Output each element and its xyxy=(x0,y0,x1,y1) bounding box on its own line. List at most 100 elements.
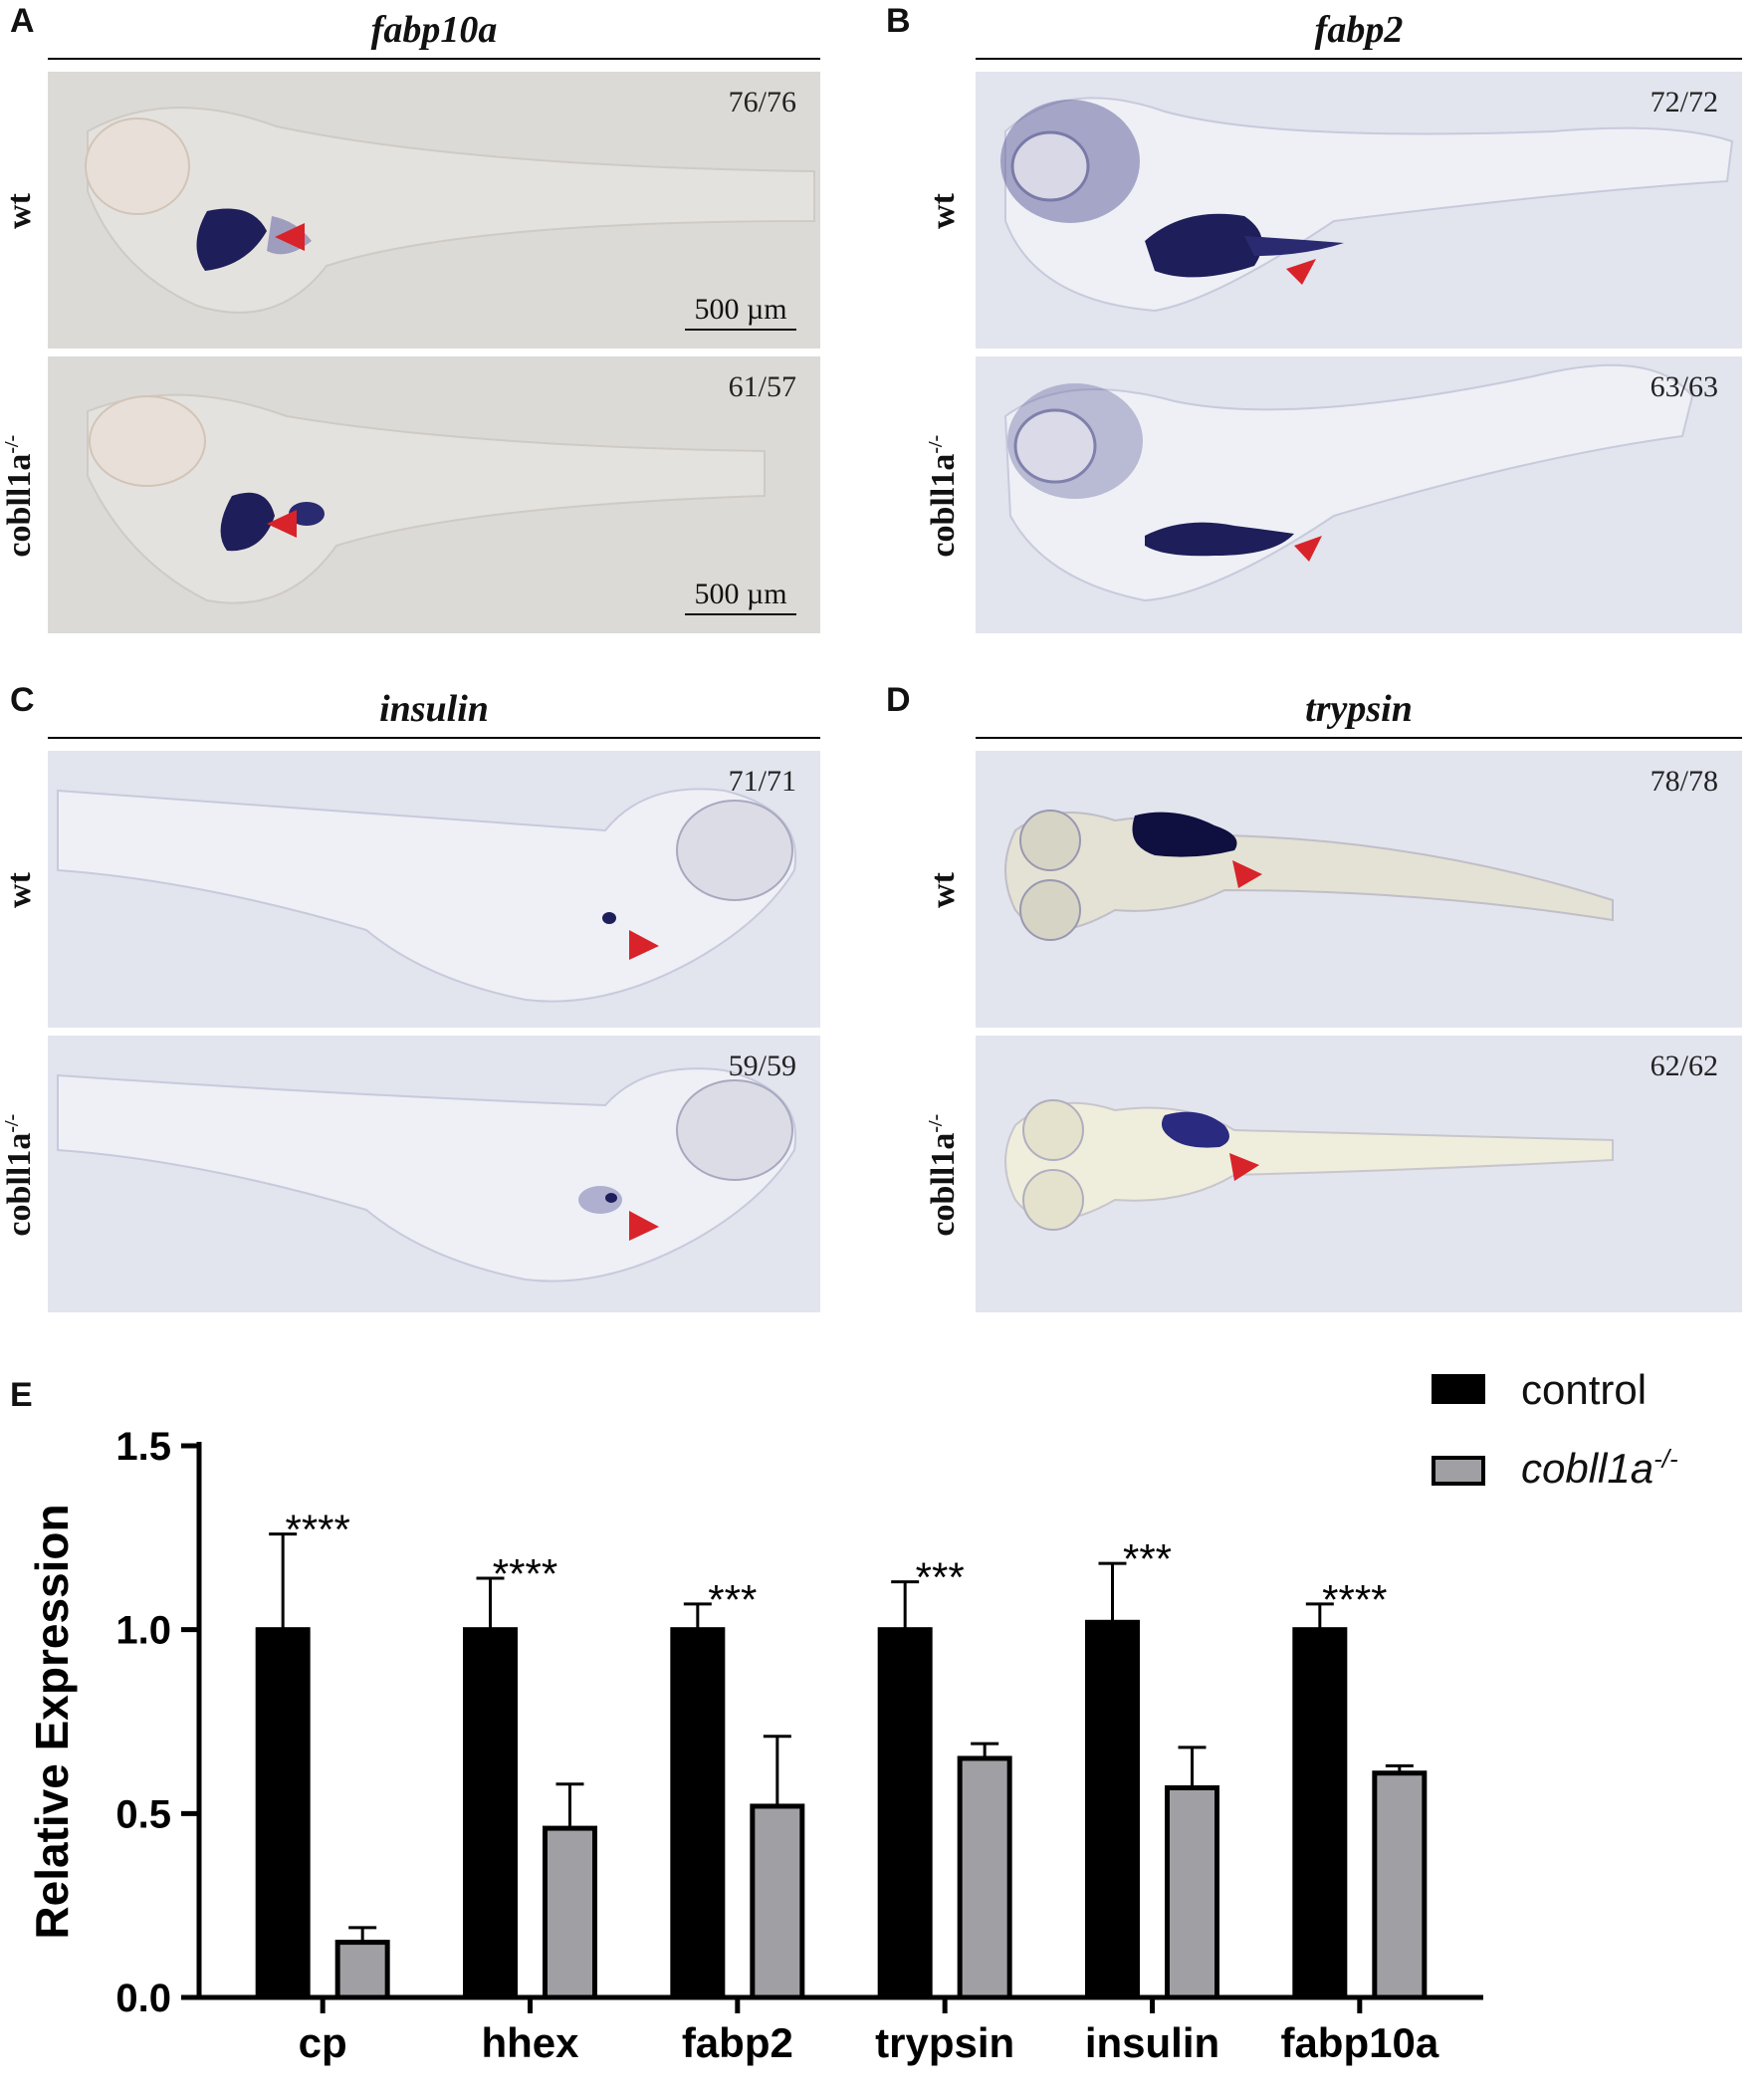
bar-fabp2-mutant xyxy=(750,1803,805,2000)
significance-insulin: *** xyxy=(1123,1535,1172,1582)
x-tick-label-fabp2: fabp2 xyxy=(682,2019,793,2066)
panel-letter-c: C xyxy=(10,681,35,719)
title-rule-a xyxy=(48,58,820,60)
image-c-wt: 71/71 xyxy=(48,751,820,1028)
larva-a-wt xyxy=(85,107,815,314)
row-label-mut-b-sup: -/- xyxy=(924,434,947,454)
y-tick-label-3: 1.5 xyxy=(115,1425,171,1469)
significance-fabp2: *** xyxy=(708,1576,757,1623)
larva-a-mut xyxy=(87,393,766,604)
count-a-mut: 61/57 xyxy=(728,370,796,403)
count-b-wt: 72/72 xyxy=(1650,86,1718,118)
bar-trypsin-control xyxy=(877,1627,933,2000)
legend-label-mutant: cobll1a-/- xyxy=(1521,1444,1678,1493)
x-tick-label-hhex: hhex xyxy=(481,2019,579,2066)
row-label-mut-d-sup: -/- xyxy=(924,1113,947,1133)
y-tick-label-1: 0.5 xyxy=(115,1792,171,1836)
arrowhead-b-wt xyxy=(1286,259,1316,285)
scalebar-label-a-wt: 500 µm xyxy=(694,293,787,326)
image-b-mut: 63/63 xyxy=(976,356,1742,633)
legend-label-control: control xyxy=(1521,1366,1648,1413)
arrowhead-b-mut xyxy=(1294,536,1322,562)
significance-hhex: **** xyxy=(493,1550,557,1597)
panel-letter-a: A xyxy=(10,2,35,40)
title-rule-b xyxy=(976,58,1742,60)
x-tick-label-cp: cp xyxy=(299,2019,347,2066)
relative-expression-chart: 0.0 0.5 1.0 1.5 Relative Expression **** cp ***… xyxy=(26,1425,1483,2066)
image-a-mut: 61/57 500 µm xyxy=(48,356,820,633)
row-label-wt-a: wt xyxy=(1,193,38,229)
row-label-mut-a-sup: -/- xyxy=(0,434,23,454)
bar-hhex-control xyxy=(463,1627,518,2000)
row-label-mut-c: cobll1a-/- xyxy=(1,1075,39,1275)
y-axis-label: Relative Expression xyxy=(26,1504,78,1939)
count-c-mut: 59/59 xyxy=(728,1050,796,1082)
larva-b-mut xyxy=(1003,363,1694,602)
panel-title-fabp2: fabp2 xyxy=(1314,9,1404,51)
legend-swatch-mutant xyxy=(1432,1456,1485,1486)
significance-cp: **** xyxy=(285,1507,349,1553)
bar-cp-control xyxy=(255,1627,311,2000)
y-tick-label-0: 0.0 xyxy=(115,1977,171,2020)
x-tick-label-insulin: insulin xyxy=(1085,2019,1219,2066)
bar-fabp2-control xyxy=(670,1627,726,2000)
count-c-wt: 71/71 xyxy=(728,765,796,798)
scalebar-label-a-mut: 500 µm xyxy=(694,578,787,610)
bar-cp-mutant xyxy=(334,1940,390,2000)
legend-swatch-control xyxy=(1432,1374,1485,1404)
row-label-mut-b-base: cobll1a xyxy=(925,453,963,558)
row-label-wt-c: wt xyxy=(1,872,38,908)
row-label-mut-c-base: cobll1a xyxy=(1,1132,39,1237)
panel-letter-d: D xyxy=(886,681,911,719)
arrowhead-c-wt xyxy=(629,930,659,960)
count-d-wt: 78/78 xyxy=(1650,765,1718,798)
x-tick-label-fabp10a: fabp10a xyxy=(1280,2019,1438,2066)
count-a-wt: 76/76 xyxy=(728,86,796,118)
image-c-mut: 59/59 xyxy=(48,1036,820,1312)
legend-label-mutant-base: cobll1a xyxy=(1521,1445,1654,1492)
y-tick-label-2: 1.0 xyxy=(115,1609,171,1653)
image-d-wt: 78/78 xyxy=(976,751,1742,1028)
bar-hhex-mutant xyxy=(543,1825,597,2000)
panel-title-insulin: insulin xyxy=(379,688,489,730)
bar-fabp10a-control xyxy=(1292,1627,1348,2000)
scalebar-line-a-wt xyxy=(685,329,796,331)
panel-title-trypsin: trypsin xyxy=(1305,688,1413,730)
title-rule-c xyxy=(48,737,820,739)
image-a-wt: 76/76 500 µm xyxy=(48,72,820,349)
row-label-wt-d: wt xyxy=(925,872,962,908)
larva-b-wt xyxy=(1000,97,1734,313)
bar-trypsin-mutant xyxy=(957,1755,1012,2000)
count-d-mut: 62/62 xyxy=(1650,1050,1718,1082)
scalebar-a-mut: 500 µm xyxy=(685,578,796,615)
bar-fabp10a-mutant xyxy=(1372,1770,1428,2000)
panel-letter-e: E xyxy=(10,1376,33,1414)
bar-insulin-mutant xyxy=(1165,1784,1219,2000)
arrowhead-a-mut xyxy=(267,510,297,538)
scalebar-a-wt: 500 µm xyxy=(685,293,796,331)
significance-fabp10a: **** xyxy=(1322,1576,1387,1623)
panel-letter-b: B xyxy=(886,2,911,40)
arrowhead-d-mut xyxy=(1229,1153,1259,1181)
significance-trypsin: *** xyxy=(916,1554,965,1601)
bar-insulin-control xyxy=(1085,1619,1140,2000)
arrowhead-a-wt xyxy=(275,223,305,251)
image-b-wt: 72/72 xyxy=(976,72,1742,349)
larva-d-mut xyxy=(1004,1099,1614,1231)
row-label-mut-d: cobll1a-/- xyxy=(925,1075,963,1275)
row-label-mut-c-sup: -/- xyxy=(0,1113,23,1133)
scalebar-line-a-mut xyxy=(685,613,796,615)
panel-title-fabp10a: fabp10a xyxy=(370,9,498,51)
row-label-mut-b: cobll1a-/- xyxy=(925,396,963,595)
count-b-mut: 63/63 xyxy=(1650,370,1718,403)
arrowhead-d-wt xyxy=(1232,860,1262,888)
row-label-wt-b: wt xyxy=(925,193,962,229)
larva-c-wt xyxy=(57,788,797,1003)
arrowhead-c-mut xyxy=(629,1211,659,1241)
larva-d-wt xyxy=(1004,810,1614,941)
row-label-mut-a-base: cobll1a xyxy=(1,453,39,558)
row-label-mut-d-base: cobll1a xyxy=(925,1132,963,1237)
row-label-mut-a: cobll1a-/- xyxy=(1,396,39,595)
title-rule-d xyxy=(976,737,1742,739)
x-tick-label-trypsin: trypsin xyxy=(875,2019,1014,2066)
